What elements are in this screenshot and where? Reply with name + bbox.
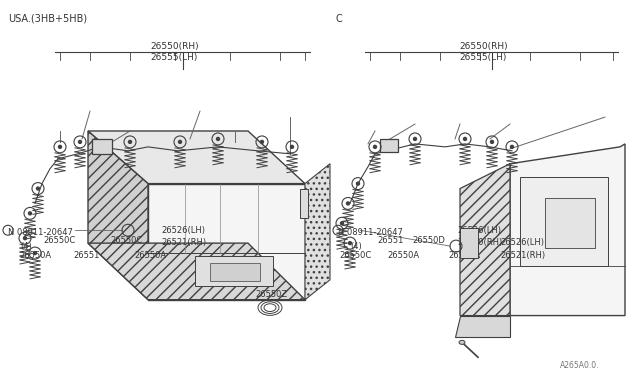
Bar [520, 177, 608, 266]
Text: A265A0.0.: A265A0.0. [560, 361, 600, 370]
Text: 26550(RH): 26550(RH) [150, 42, 199, 51]
Bar [210, 263, 260, 281]
Polygon shape [148, 184, 305, 300]
Circle shape [216, 137, 220, 140]
Text: 26550C: 26550C [110, 235, 142, 244]
Text: 26550A: 26550A [134, 251, 166, 260]
Polygon shape [455, 315, 510, 337]
Text: 26550Z: 26550Z [255, 290, 287, 299]
Text: 26551: 26551 [74, 251, 100, 260]
Ellipse shape [459, 340, 465, 344]
Circle shape [413, 137, 417, 140]
Text: (4): (4) [350, 242, 362, 251]
Polygon shape [460, 164, 510, 315]
Text: N 08911-20647: N 08911-20647 [8, 228, 73, 237]
Circle shape [24, 237, 26, 240]
Circle shape [33, 251, 36, 254]
Circle shape [346, 202, 349, 205]
Text: 26555(LH): 26555(LH) [460, 52, 507, 62]
Text: 26550C: 26550C [44, 235, 76, 244]
Text: USA.(3HB+5HB): USA.(3HB+5HB) [8, 14, 87, 24]
Circle shape [179, 140, 182, 143]
Circle shape [79, 140, 81, 143]
Text: 26550A: 26550A [448, 251, 480, 260]
Circle shape [58, 145, 61, 148]
Text: 26555(LH): 26555(LH) [150, 52, 198, 62]
Circle shape [291, 145, 294, 148]
Bar [545, 199, 595, 248]
Text: (4): (4) [20, 242, 32, 251]
Circle shape [463, 137, 467, 140]
Circle shape [340, 222, 344, 225]
Circle shape [349, 242, 351, 245]
Text: 26521(RH): 26521(RH) [161, 238, 207, 247]
Text: 26551: 26551 [378, 235, 404, 244]
Text: 26526(LH): 26526(LH) [458, 226, 502, 235]
Text: 26526(LH): 26526(LH) [500, 238, 545, 247]
Polygon shape [88, 131, 148, 300]
Text: 26521(RH): 26521(RH) [500, 251, 546, 260]
Bar [300, 189, 308, 218]
Circle shape [490, 140, 493, 143]
Circle shape [29, 212, 31, 215]
Text: 26550C: 26550C [339, 251, 371, 260]
Text: 26560(RH): 26560(RH) [458, 238, 503, 247]
Bar [92, 139, 112, 154]
Text: 26550(RH): 26550(RH) [460, 42, 508, 51]
Circle shape [374, 145, 376, 148]
Circle shape [129, 140, 131, 143]
Polygon shape [510, 144, 625, 315]
Polygon shape [88, 243, 305, 300]
Bar [380, 139, 398, 152]
Text: 26550A: 26550A [387, 251, 419, 260]
Circle shape [36, 187, 40, 190]
Text: N 08911-20647: N 08911-20647 [338, 228, 403, 237]
Text: 26550D: 26550D [413, 235, 445, 244]
Bar [195, 256, 273, 286]
Text: 26550A: 26550A [19, 251, 51, 260]
Bar [460, 228, 478, 258]
Circle shape [511, 145, 513, 148]
Text: 26526(LH): 26526(LH) [161, 226, 205, 235]
Circle shape [356, 182, 360, 185]
Text: C: C [335, 14, 342, 24]
Polygon shape [305, 164, 330, 300]
Polygon shape [88, 131, 305, 184]
Circle shape [260, 140, 264, 143]
